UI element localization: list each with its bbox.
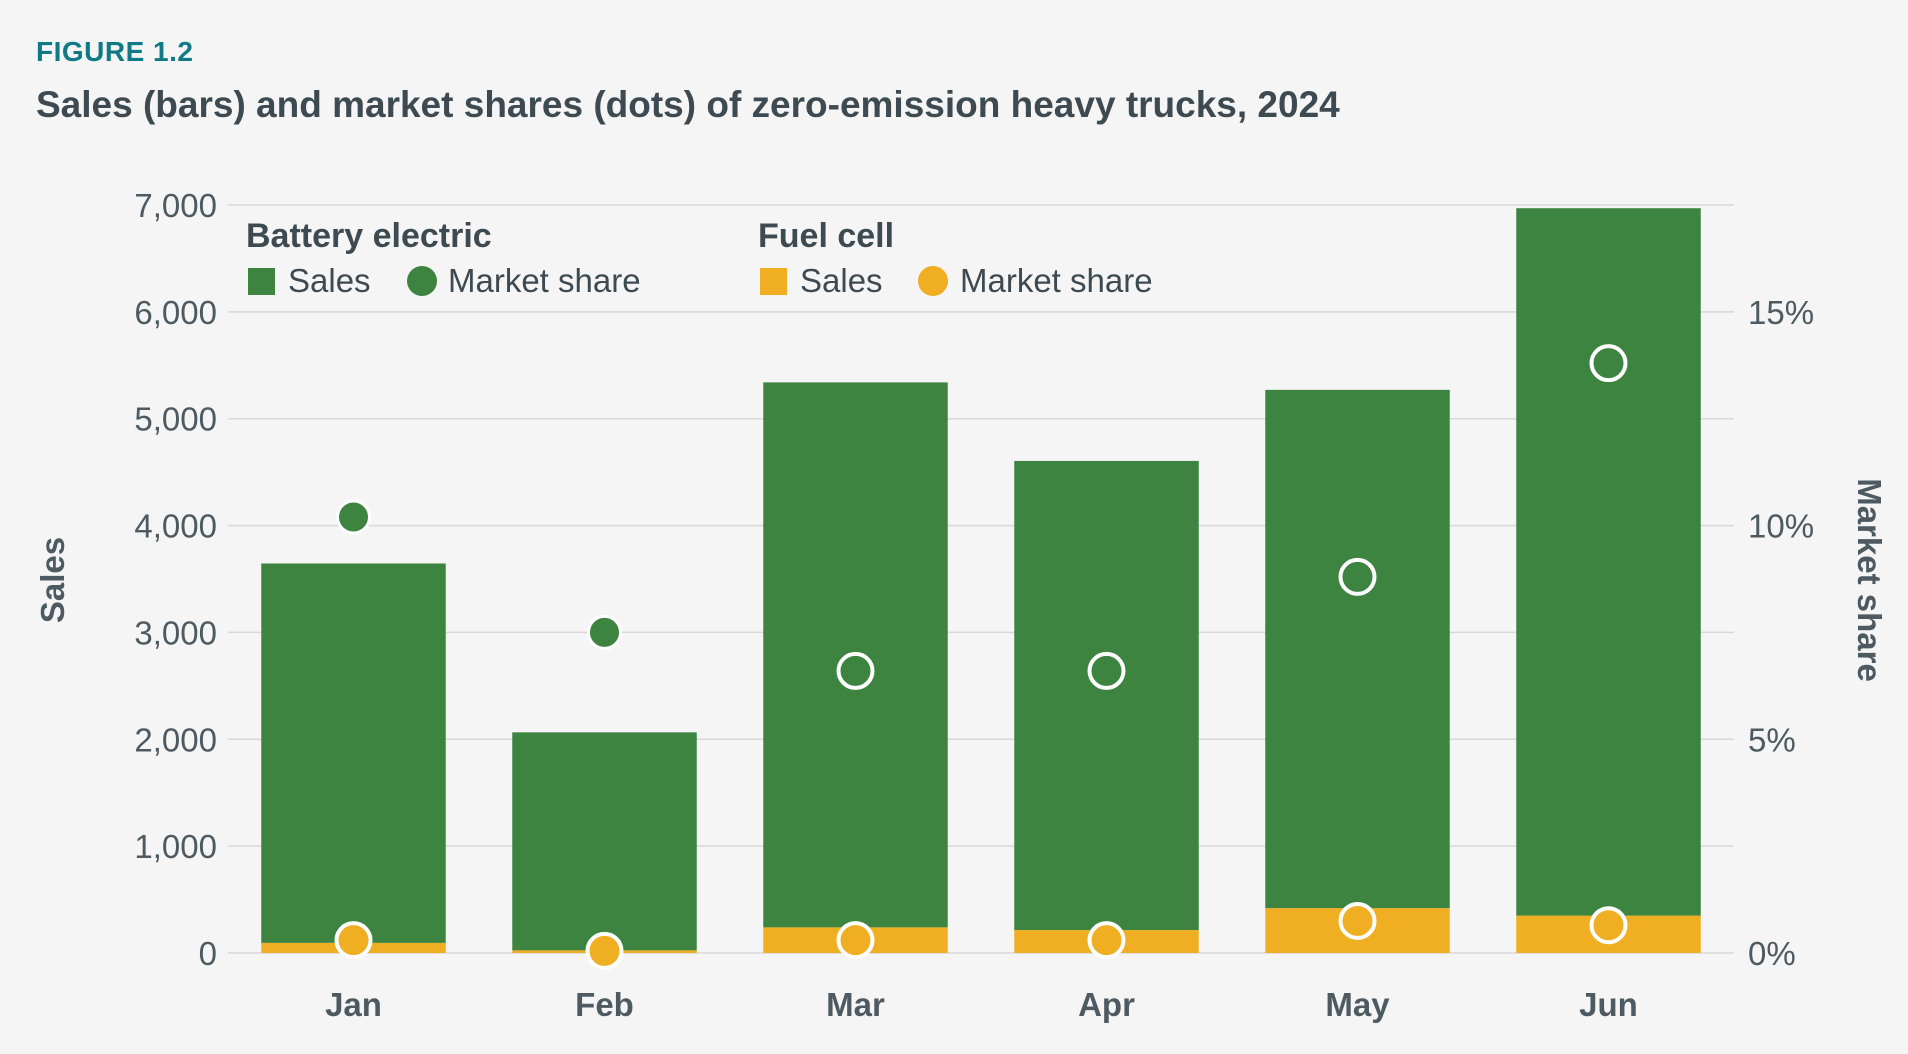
bar-battery-electric-sales — [1516, 208, 1701, 916]
y-tick-label: 6,000 — [134, 294, 217, 331]
chart-title: Sales (bars) and market shares (dots) of… — [36, 84, 1340, 125]
dot-fuel-cell-share — [585, 931, 624, 970]
dot-fuel-cell-share — [334, 921, 373, 960]
legend-battery-electric-sales-label: Sales — [288, 262, 371, 299]
y-tick-label: 2,000 — [134, 721, 217, 758]
x-tick-label: Feb — [575, 986, 634, 1023]
x-tick-label: Jun — [1579, 986, 1638, 1023]
y-tick-label: 7,000 — [134, 187, 217, 224]
y-tick-label: 5,000 — [134, 401, 217, 438]
gridlines — [228, 204, 1734, 954]
y2-tick-label: 0% — [1748, 935, 1796, 972]
bar-battery-electric-sales — [1014, 460, 1199, 931]
y2-tick-label: 15% — [1748, 294, 1814, 331]
legend-fuel-cell-sales-swatch — [760, 268, 787, 295]
bar-battery-electric-sales — [261, 563, 446, 943]
legend-fuel-cell-sales-label: Sales — [800, 262, 883, 299]
dot-fuel-cell-share — [836, 921, 875, 960]
dot-battery-electric-share — [336, 499, 371, 535]
legend-heading-battery-electric: Battery electric — [246, 217, 492, 255]
y-tick-label: 1,000 — [134, 828, 217, 865]
dot-fuel-cell-share — [1087, 921, 1126, 960]
bar-battery-electric-sales — [1265, 389, 1450, 909]
dot-battery-electric-share — [1087, 651, 1126, 690]
market-share-dots — [334, 344, 1628, 970]
legend-heading-fuel-cell: Fuel cell — [758, 217, 894, 255]
axis-ticks: 0 1,000 2,000 3,000 4,000 5,000 6,000 7,000 0% 5%… — [134, 187, 1814, 1023]
dot-battery-electric-share — [1338, 557, 1377, 596]
legend: Battery electric Sales Market share Fuel… — [246, 217, 1153, 299]
y2-axis-title: Market share — [1851, 478, 1888, 682]
x-tick-label: May — [1325, 986, 1390, 1023]
dot-battery-electric-share — [836, 651, 875, 690]
legend-fuel-cell-share-label: Market share — [960, 262, 1153, 299]
y2-tick-label: 5% — [1748, 721, 1796, 758]
y-tick-label: 3,000 — [134, 614, 217, 651]
y-axis-title: Sales — [34, 537, 71, 623]
figure-label: FIGURE 1.2 — [36, 36, 194, 67]
y-tick-label: 0 — [199, 935, 217, 972]
legend-battery-electric-sales-swatch — [248, 268, 275, 295]
dot-battery-electric-share — [587, 614, 622, 650]
x-tick-label: Mar — [826, 986, 885, 1023]
y-tick-label: 4,000 — [134, 508, 217, 545]
x-tick-label: Apr — [1078, 986, 1135, 1023]
dot-battery-electric-share — [1589, 344, 1628, 383]
x-tick-label: Jan — [325, 986, 382, 1023]
dot-fuel-cell-share — [1338, 901, 1377, 940]
y2-tick-label: 10% — [1748, 508, 1814, 545]
bars — [261, 208, 1701, 953]
legend-battery-electric-share-label: Market share — [448, 262, 641, 299]
dot-fuel-cell-share — [1589, 906, 1628, 945]
legend-battery-electric-share-marker — [407, 266, 437, 296]
bar-battery-electric-sales — [512, 732, 697, 951]
legend-fuel-cell-share-marker — [918, 266, 948, 296]
